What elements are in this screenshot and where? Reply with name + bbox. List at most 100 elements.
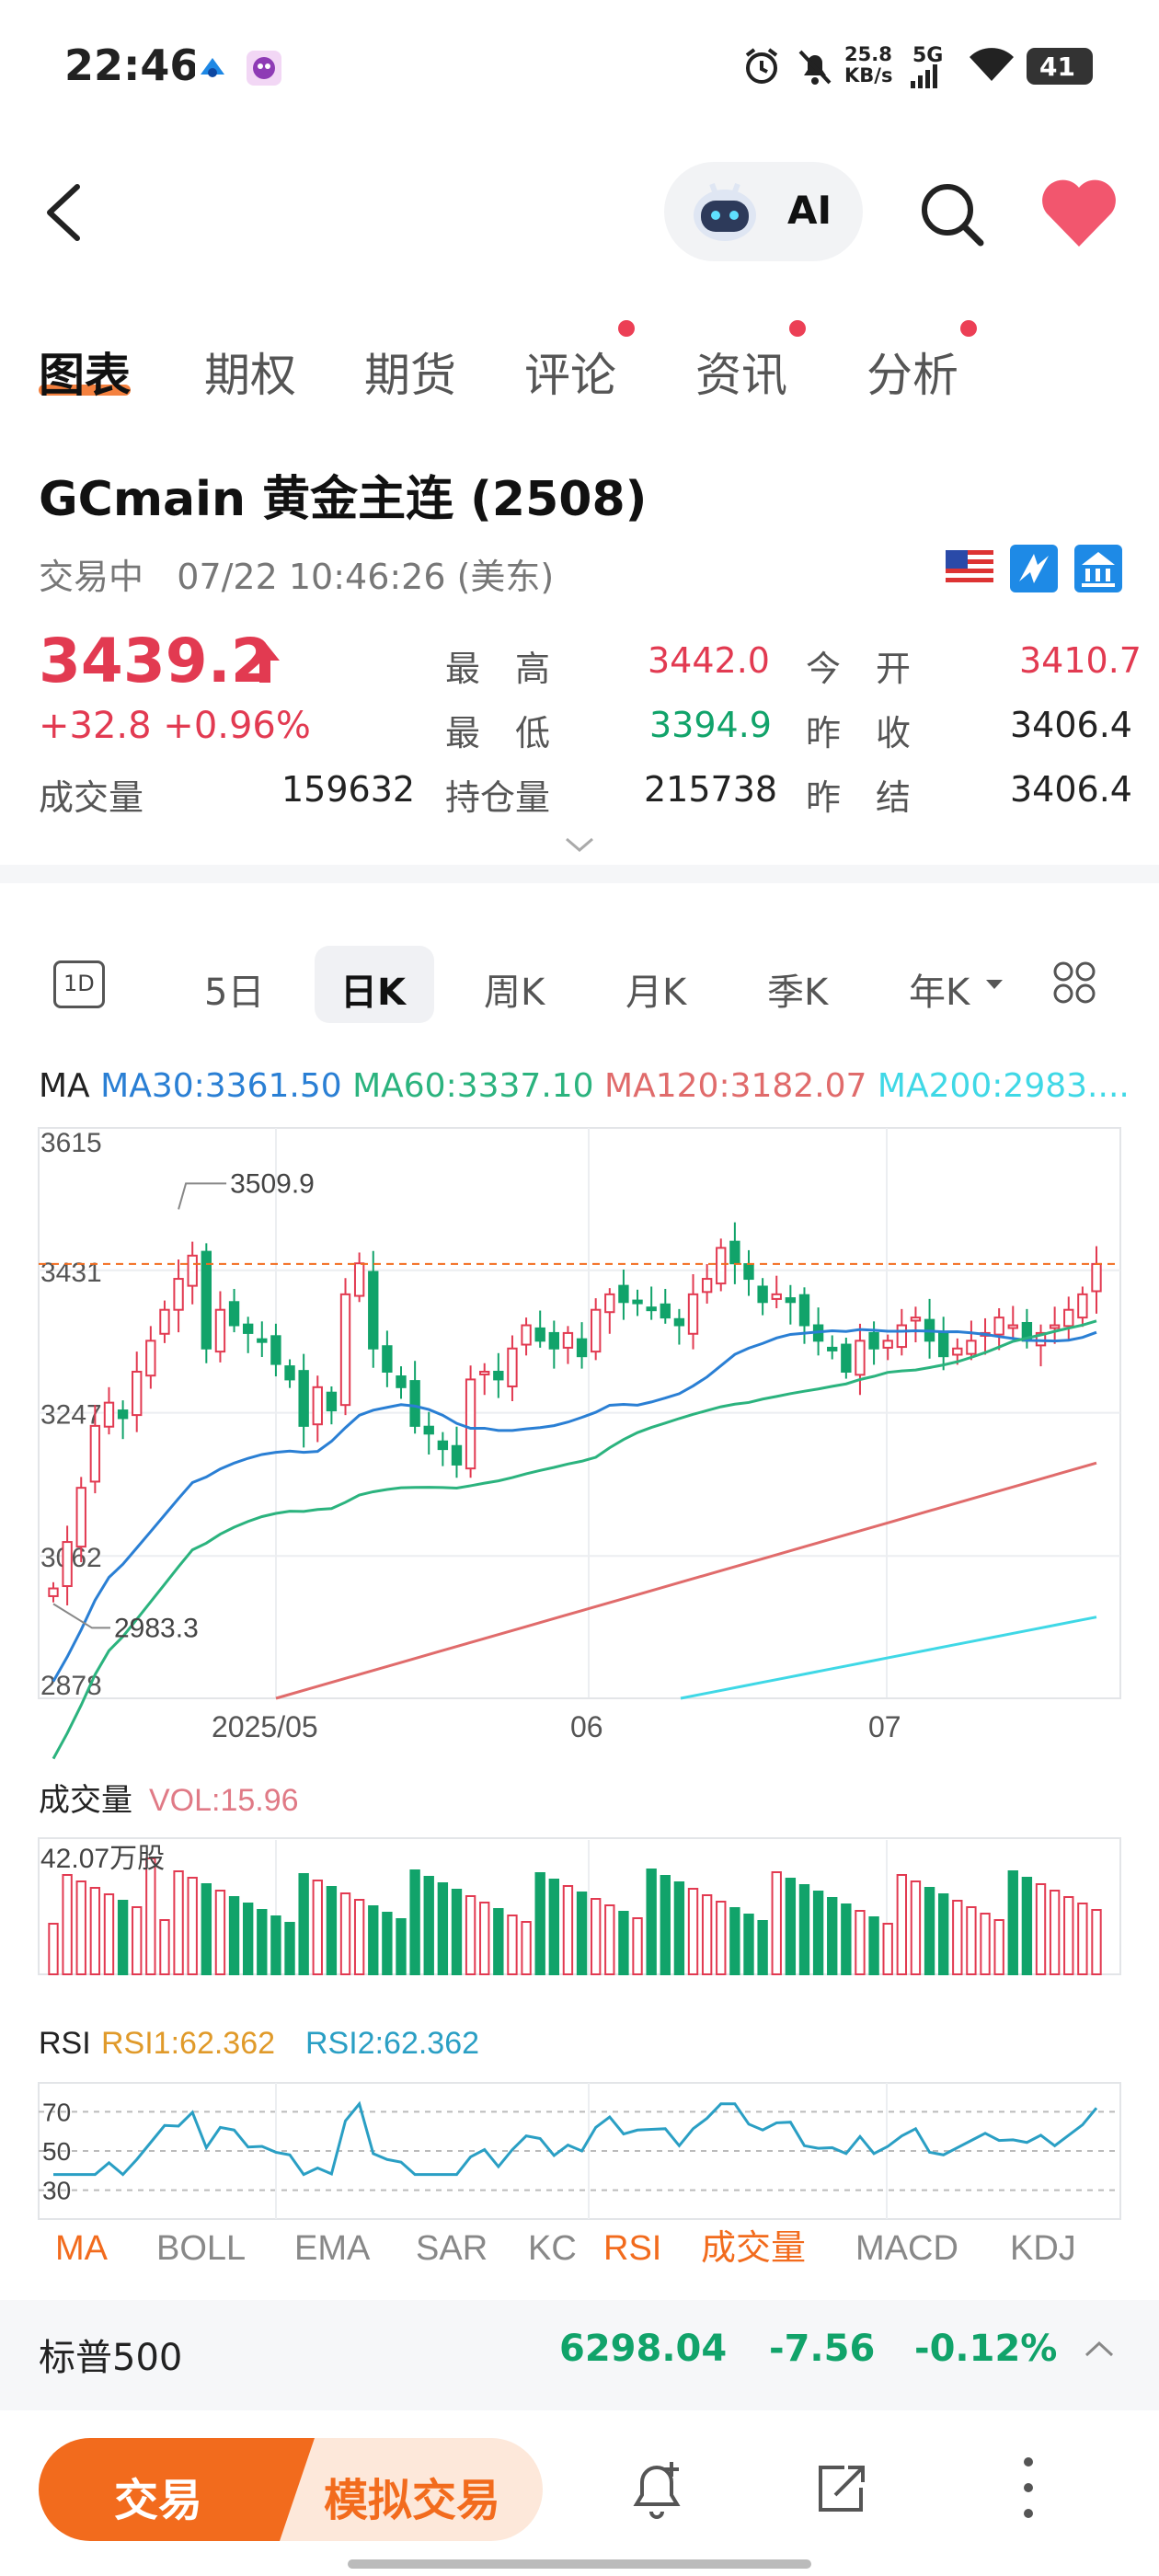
prev-settle-label: 昨 结: [806, 777, 912, 818]
volume-bar: [214, 1890, 226, 1975]
volume-bar: [507, 1915, 518, 1975]
rsi-y-tick: 30: [42, 2177, 71, 2205]
exchange-icon[interactable]: [1074, 545, 1122, 592]
grid-layout-icon[interactable]: [1052, 960, 1098, 1010]
candle: [757, 1285, 768, 1304]
indicator-tab-ema[interactable]: EMA: [294, 2229, 371, 2268]
indicator-tab-成交量[interactable]: 成交量: [701, 2229, 806, 2268]
ma30-line: [52, 1328, 1097, 1683]
indicator-tab-kc[interactable]: KC: [528, 2229, 577, 2268]
volume-bar: [534, 1872, 545, 1975]
high-value: 3442.0: [648, 640, 770, 681]
tab-analysis[interactable]: 分析: [866, 349, 958, 402]
chevron-up-icon[interactable]: [1084, 2339, 1115, 2363]
candle: [993, 1317, 1004, 1336]
candle: [159, 1308, 170, 1335]
candle: [1091, 1262, 1102, 1293]
signal-label: 5G: [912, 44, 944, 67]
volume-bar: [757, 1920, 768, 1975]
volume-bar: [952, 1900, 963, 1975]
candle: [937, 1331, 949, 1358]
candle: [396, 1375, 407, 1388]
expand-chevron-icon[interactable]: [563, 834, 596, 859]
simulated-trade-button[interactable]: 模拟交易: [276, 2438, 543, 2541]
ticker-value: 6298.04: [559, 2328, 728, 2370]
rsi-title: RSI: [39, 2026, 91, 2061]
level2-icon[interactable]: [1010, 545, 1058, 592]
volume-bar: [993, 1919, 1004, 1975]
volume-bar: [242, 1903, 254, 1975]
alarm-icon: [740, 44, 784, 92]
tab-options[interactable]: 期权: [204, 349, 296, 402]
signal-icon: [911, 64, 938, 92]
period-monthly-k[interactable]: 月K: [625, 972, 687, 1014]
candle: [242, 1323, 254, 1334]
tab-news[interactable]: 资讯: [695, 349, 787, 402]
prev-close-label: 昨 收: [806, 713, 912, 753]
candle: [270, 1335, 281, 1365]
app-notification-icon: [247, 51, 281, 86]
search-button[interactable]: [916, 178, 986, 248]
prev-close-value: 3406.4: [1010, 705, 1132, 745]
candle: [743, 1263, 754, 1281]
high-label: 最 高: [445, 649, 551, 689]
indicator-tab-sar[interactable]: SAR: [416, 2229, 488, 2268]
candle: [437, 1440, 449, 1451]
tab-chart[interactable]: 图表: [39, 349, 131, 402]
ai-assistant-button[interactable]: AI: [664, 162, 863, 261]
back-button[interactable]: [37, 179, 92, 244]
tab-comments[interactable]: 评论: [524, 349, 616, 402]
candle: [201, 1250, 212, 1350]
ticker-name: 标普500: [39, 2337, 183, 2379]
period-weekly-k[interactable]: 周K: [484, 972, 545, 1014]
indicator-tab-rsi[interactable]: RSI: [603, 2229, 661, 2268]
price-chart-area[interactable]: 361534313247306228782025/0506073509.9298…: [0, 1113, 1159, 2272]
indicator-tab-boll[interactable]: BOLL: [156, 2229, 246, 2268]
volume-bar: [437, 1882, 449, 1975]
volume-bar: [841, 1903, 852, 1975]
candle: [798, 1294, 810, 1327]
share-icon[interactable]: [808, 2455, 874, 2524]
volume-bar: [660, 1875, 671, 1975]
candle: [75, 1487, 86, 1548]
candle: [89, 1424, 101, 1483]
volume-bar: [284, 1922, 295, 1975]
interval-1d-button[interactable]: 1D: [53, 960, 105, 1008]
index-ticker-bar[interactable]: 标普500 6298.04 -7.56 -0.12%: [0, 2300, 1159, 2410]
volume-title: 成交量: [39, 1783, 132, 1818]
indicator-tab-macd[interactable]: MACD: [855, 2229, 958, 2268]
candle: [841, 1343, 852, 1373]
candle: [187, 1254, 198, 1287]
y-tick-label: 2878: [40, 1671, 102, 1701]
open-interest-label: 持仓量: [445, 777, 551, 818]
more-options-icon[interactable]: [1012, 2453, 1045, 2526]
period-daily-k[interactable]: 日K: [340, 972, 406, 1014]
annotation-leader: [178, 1182, 227, 1210]
volume-bar: [924, 1887, 935, 1975]
ma200-line: [680, 1616, 1097, 1700]
volume-bar: [521, 1921, 532, 1975]
period-quarterly-k[interactable]: 季K: [767, 972, 829, 1014]
ticker-change-pct: -0.12%: [914, 2328, 1058, 2370]
candle: [173, 1278, 184, 1311]
volume-bar: [465, 1895, 476, 1975]
indicator-tab-kdj[interactable]: KDJ: [1010, 2229, 1076, 2268]
trade-button[interactable]: 交易: [114, 2475, 203, 2526]
ai-label: AI: [787, 188, 832, 233]
price-alert-icon[interactable]: [624, 2455, 690, 2524]
indicator-tab-ma[interactable]: MA: [55, 2229, 109, 2268]
tab-futures[interactable]: 期货: [364, 349, 456, 402]
rsi-y-tick: 70: [42, 2098, 71, 2126]
favorite-button[interactable]: [1039, 177, 1119, 250]
volume-legend: VOL:15.96: [149, 1783, 299, 1818]
candle: [479, 1370, 490, 1375]
candle: [548, 1331, 560, 1350]
candle: [701, 1278, 713, 1294]
candle: [62, 1541, 73, 1588]
period-5day[interactable]: 5日: [204, 972, 265, 1014]
volume-bar: [326, 1886, 338, 1975]
volume-bar: [353, 1899, 365, 1975]
wifi-icon: [966, 44, 1017, 88]
period-yearly-k[interactable]: 年K: [909, 972, 970, 1014]
dropdown-caret-icon[interactable]: [984, 977, 1004, 995]
